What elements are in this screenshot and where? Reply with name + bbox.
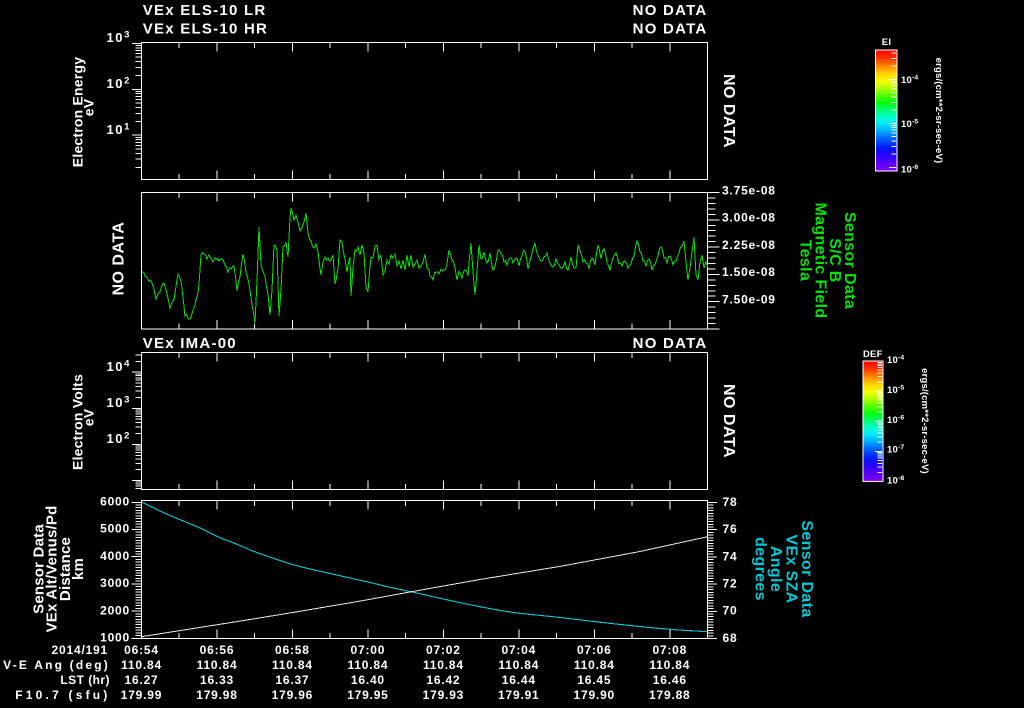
svg-text:eV: eV [81,98,97,116]
svg-text:LST (hr): LST (hr) [60,673,110,687]
svg-text:07:08: 07:08 [652,643,687,657]
svg-text:2014/191: 2014/191 [52,643,108,657]
svg-text:104: 104 [106,359,131,375]
svg-text:103: 103 [106,395,131,411]
svg-text:degrees: degrees [752,537,769,601]
svg-text:5000: 5000 [100,522,130,536]
svg-text:16.46: 16.46 [653,673,687,687]
svg-text:07:06: 07:06 [577,643,612,657]
svg-text:eV: eV [81,408,97,426]
svg-text:NO DATA: NO DATA [633,335,708,352]
svg-text:Sensor Data: Sensor Data [798,520,815,617]
svg-text:DEF: DEF [863,349,883,360]
svg-text:S/C B: S/C B [826,238,843,282]
svg-text:16.40: 16.40 [351,673,385,687]
svg-text:110.84: 110.84 [121,658,162,672]
svg-text:VEx ELS-10 HR: VEx ELS-10 HR [143,20,268,37]
svg-text:76: 76 [723,522,738,536]
svg-text:179.99: 179.99 [121,688,163,702]
svg-text:4000: 4000 [100,549,130,563]
svg-text:68: 68 [723,631,738,645]
svg-text:102: 102 [106,431,131,447]
svg-text:16.33: 16.33 [200,673,234,687]
svg-text:6000: 6000 [100,495,130,509]
svg-text:179.90: 179.90 [574,688,616,702]
svg-text:10-4: 10-4 [887,354,904,365]
svg-text:7.50e-09: 7.50e-09 [722,293,776,307]
svg-text:V-E Ang (deg): V-E Ang (deg) [3,658,110,672]
svg-text:El: El [882,37,891,48]
svg-text:179.88: 179.88 [649,688,691,702]
svg-text:Distance: Distance [57,537,74,601]
svg-text:06:58: 06:58 [275,643,310,657]
svg-text:74: 74 [723,549,738,563]
svg-text:179.93: 179.93 [423,688,465,702]
svg-text:1.50e-08: 1.50e-08 [722,265,776,279]
svg-text:07:02: 07:02 [426,643,461,657]
svg-text:16.27: 16.27 [124,673,158,687]
svg-text:10-6: 10-6 [887,415,904,426]
svg-text:2000: 2000 [100,603,130,617]
svg-text:Angle: Angle [767,546,784,592]
svg-text:10-7: 10-7 [887,444,904,455]
svg-text:VEx Alt/Venus/Pd: VEx Alt/Venus/Pd [44,506,61,633]
svg-text:Electron Energy: Electron Energy [70,57,86,167]
svg-text:110.84: 110.84 [423,658,464,672]
svg-text:10-8: 10-8 [887,475,904,486]
svg-text:179.96: 179.96 [272,688,314,702]
svg-text:3000: 3000 [100,576,130,590]
svg-text:07:04: 07:04 [501,643,536,657]
svg-text:06:54: 06:54 [124,643,159,657]
svg-text:16.42: 16.42 [426,673,460,687]
svg-text:110.84: 110.84 [574,658,615,672]
svg-text:06:56: 06:56 [200,643,235,657]
svg-text:110.84: 110.84 [347,658,388,672]
svg-text:16.45: 16.45 [577,673,611,687]
svg-text:10-4: 10-4 [901,75,918,86]
svg-text:110.84: 110.84 [498,658,539,672]
svg-text:Sensor Data: Sensor Data [31,524,48,614]
svg-text:NO DATA: NO DATA [633,20,708,37]
svg-text:16.37: 16.37 [275,673,309,687]
svg-text:78: 78 [723,495,738,509]
svg-text:179.91: 179.91 [498,688,540,702]
svg-text:72: 72 [723,577,738,591]
svg-text:10-6: 10-6 [901,164,918,175]
svg-text:VEx ELS-10 LR: VEx ELS-10 LR [143,2,267,19]
svg-text:110.84: 110.84 [272,658,313,672]
svg-text:km: km [70,558,87,580]
svg-text:103: 103 [106,30,131,46]
svg-text:VEx IMA-00: VEx IMA-00 [143,335,237,352]
svg-text:07:00: 07:00 [351,643,386,657]
svg-text:ergs/(cm**2-sr-sec-eV): ergs/(cm**2-sr-sec-eV) [919,368,930,474]
svg-text:10-5: 10-5 [887,385,904,396]
svg-text:3.00e-08: 3.00e-08 [722,211,776,225]
svg-text:F10.7 (sfu): F10.7 (sfu) [15,688,110,702]
svg-text:Tesla: Tesla [797,240,814,281]
svg-text:2.25e-08: 2.25e-08 [722,238,776,252]
svg-text:16.44: 16.44 [502,673,536,687]
svg-text:102: 102 [106,76,131,92]
svg-text:NO DATA: NO DATA [720,384,737,458]
svg-text:70: 70 [723,604,738,618]
svg-text:101: 101 [106,122,131,138]
svg-text:110.84: 110.84 [649,658,690,672]
svg-text:VEx SZA: VEx SZA [783,534,800,603]
svg-text:NO DATA: NO DATA [633,2,708,19]
svg-text:1000: 1000 [100,631,130,645]
svg-text:179.98: 179.98 [196,688,238,702]
svg-text:10-5: 10-5 [901,119,918,130]
svg-text:Magnetic Field: Magnetic Field [811,202,828,318]
svg-text:110.84: 110.84 [197,658,238,672]
svg-text:3.75e-08: 3.75e-08 [722,183,776,197]
svg-text:Electron Volts: Electron Volts [70,374,86,470]
svg-text:ergs/(cm**2-sr-sec-eV): ergs/(cm**2-sr-sec-eV) [933,58,944,164]
svg-text:179.95: 179.95 [347,688,389,702]
svg-text:Sensor Data: Sensor Data [841,212,858,309]
svg-text:NO DATA: NO DATA [720,74,737,148]
svg-text:NO DATA: NO DATA [110,221,127,295]
